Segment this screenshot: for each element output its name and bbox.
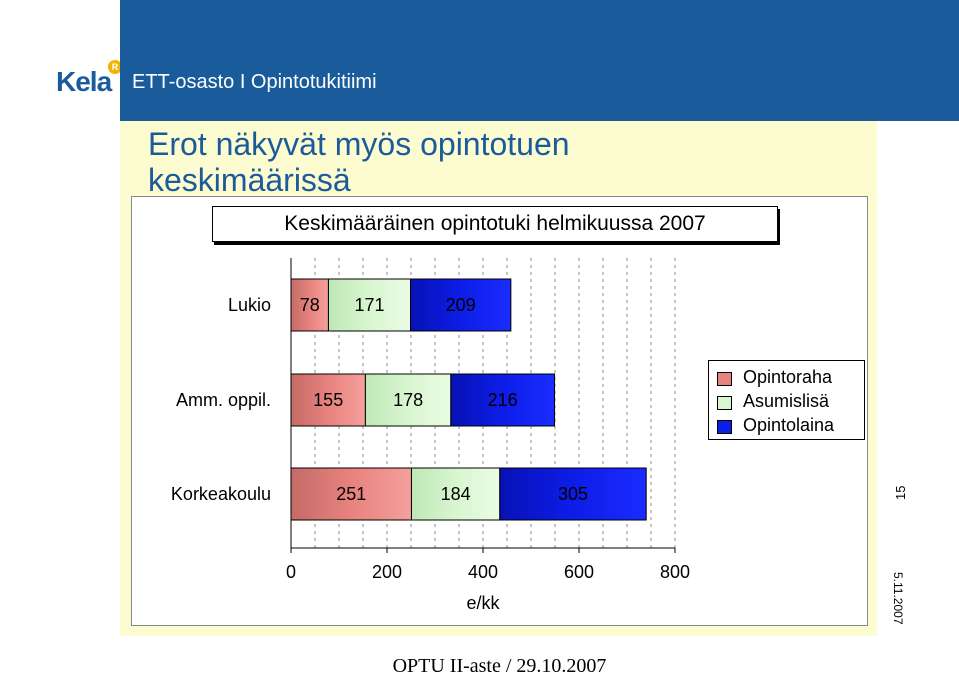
bar-segment	[364, 373, 452, 427]
bar-value-label: 216	[488, 390, 518, 410]
bar-value-label: 251	[336, 484, 366, 504]
bar-value-label: 178	[393, 390, 423, 410]
slide-title: Erot näkyvät myös opintotuen keskimääris…	[148, 126, 570, 198]
bar-value-label: 155	[313, 390, 343, 410]
legend-label: Opintoraha	[743, 367, 833, 387]
legend-swatch-opintoraha	[717, 372, 732, 386]
x-tick-label: 200	[372, 562, 402, 582]
x-tick-label: 600	[564, 562, 594, 582]
slide-number: 15	[893, 485, 908, 500]
bar-value-label: 184	[441, 484, 471, 504]
kela-logo: Kela R	[56, 60, 122, 100]
bar-segment	[290, 467, 412, 521]
bar-value-label: 171	[354, 295, 384, 315]
bar-segment	[450, 373, 556, 427]
category-label: Korkeakoulu	[171, 484, 271, 504]
header: Kela R ETT-osasto I Opintotukitiimi	[0, 0, 959, 121]
department-title: ETT-osasto I Opintotukitiimi	[132, 71, 377, 93]
bar-value-label: 305	[558, 484, 588, 504]
bar-value-label: 209	[446, 295, 476, 315]
bar-segment	[499, 467, 647, 521]
slide-date: 5.11.2007	[891, 572, 905, 625]
legend-item-opintolaina: Opintolaina	[715, 414, 860, 436]
chart-title-box: Keskimääräinen opintotuki helmikuussa 20…	[212, 206, 778, 242]
legend-label: Opintolaina	[743, 415, 835, 435]
category-label: Lukio	[228, 295, 271, 315]
chart-legend: Opintoraha Asumislisä Opintolaina	[708, 360, 865, 440]
x-tick-label: 400	[468, 562, 498, 582]
legend-item-opintoraha: Opintoraha	[715, 366, 860, 388]
bar-segment	[410, 278, 512, 332]
footer-text: OPTU II-aste / 29.10.2007	[392, 655, 607, 677]
legend-swatch-opintolaina	[717, 420, 732, 434]
category-label: Amm. oppil.	[176, 390, 271, 410]
x-tick-label: 800	[660, 562, 690, 582]
chart-title: Keskimääräinen opintotuki helmikuussa 20…	[284, 212, 706, 235]
header-bar	[120, 0, 959, 121]
legend-item-asumislisa: Asumislisä	[715, 390, 860, 412]
legend-label: Asumislisä	[743, 391, 830, 411]
legend-swatch-asumislisa	[717, 396, 732, 410]
bar-value-label: 78	[300, 295, 320, 315]
x-tick-label: 0	[286, 562, 296, 582]
logo-text: Kela	[56, 66, 112, 97]
x-axis-label: e/kk	[466, 593, 500, 613]
bar-segment	[410, 467, 501, 521]
logo-badge-icon: R	[108, 60, 122, 74]
